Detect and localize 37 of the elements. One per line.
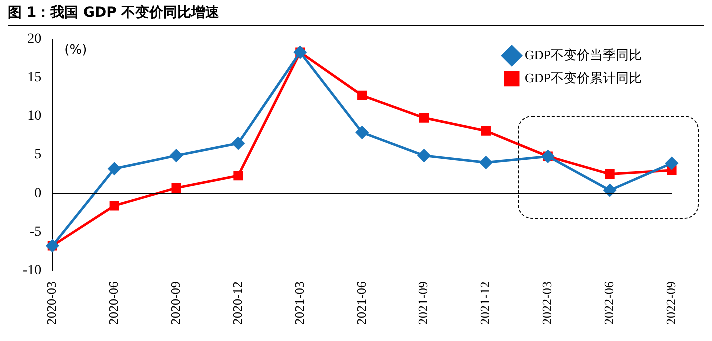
- x-tick-label: 2022-03: [540, 282, 555, 326]
- legend-label: GDP不变价当季同比: [524, 47, 642, 62]
- chart-title: 图 1：我国 GDP 不变价同比增速: [8, 4, 704, 26]
- point: [418, 150, 431, 162]
- point: [604, 184, 616, 197]
- x-tick-label: 2020-06: [106, 281, 122, 326]
- point: [108, 162, 121, 176]
- point: [110, 201, 120, 211]
- point: [358, 90, 368, 100]
- point: [481, 126, 491, 136]
- point: [172, 183, 182, 193]
- x-tick-label: 2021-06: [354, 281, 369, 326]
- point: [234, 171, 244, 181]
- x-tick-label: 2022-06: [601, 281, 616, 326]
- x-tick-label: 2021-09: [416, 282, 431, 326]
- x-tick-label: 2020-09: [168, 282, 183, 326]
- point: [666, 157, 678, 170]
- x-tick-label: 2021-12: [478, 282, 493, 326]
- x-tick-label: 2021-03: [292, 282, 307, 326]
- y-tick-label: 10: [28, 109, 42, 124]
- point: [419, 113, 430, 123]
- y-axis-title: (%): [64, 43, 88, 58]
- x-tick-label: 2020-12: [230, 282, 245, 326]
- point: [356, 126, 369, 139]
- y-tick-label: 20: [28, 32, 42, 48]
- point: [232, 137, 245, 150]
- point: [480, 156, 492, 169]
- y-tick-label: -10: [22, 263, 42, 278]
- y-tick-label: 0: [34, 186, 42, 202]
- legend-label: GDP不变价累计同比: [524, 70, 642, 86]
- y-tick-label: 15: [28, 70, 42, 86]
- y-tick-label: 5: [34, 148, 42, 163]
- y-tick-label: -5: [30, 224, 42, 240]
- point: [605, 170, 615, 180]
- x-tick-label: 2020-03: [44, 282, 60, 326]
- point: [170, 150, 183, 162]
- x-tick-label: 2022-09: [663, 282, 678, 326]
